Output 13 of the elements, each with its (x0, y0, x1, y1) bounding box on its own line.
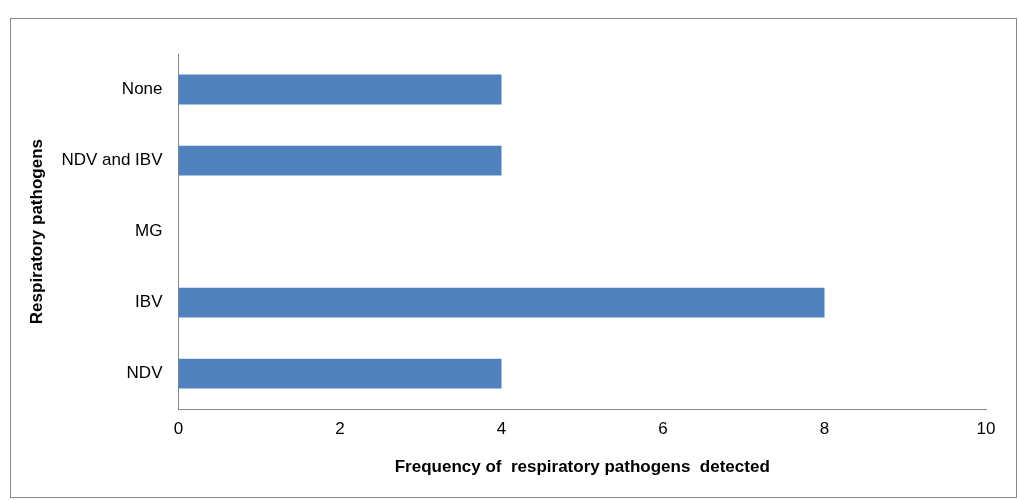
x-tick-label: 8 (819, 419, 830, 439)
x-tick-label: 0 (173, 419, 184, 439)
x-tick-label: 2 (335, 419, 345, 439)
y-tick-label: IBV (135, 292, 164, 312)
y-tick-label: NDV (126, 363, 164, 383)
y-tick-label: None (121, 79, 163, 99)
y-tick-label: MG (135, 221, 163, 241)
x-tick-label: 6 (658, 419, 668, 439)
x-tick-label: 4 (496, 419, 507, 439)
x-tick-label: 10 (976, 419, 996, 439)
y-axis-title: Respiratory pathogens (26, 139, 46, 325)
x-axis-title: Frequency of respiratory pathogens detected (394, 457, 770, 477)
y-tick-label: NDV and IBV (61, 150, 164, 170)
